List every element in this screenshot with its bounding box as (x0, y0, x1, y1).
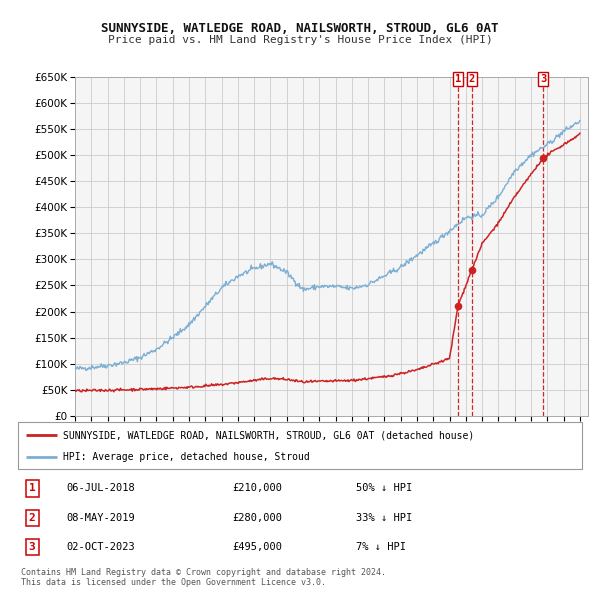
Text: 02-OCT-2023: 02-OCT-2023 (66, 542, 134, 552)
Text: 2: 2 (469, 74, 475, 84)
Text: £280,000: £280,000 (232, 513, 283, 523)
Text: 2: 2 (29, 513, 35, 523)
Text: 33% ↓ HPI: 33% ↓ HPI (356, 513, 413, 523)
FancyBboxPatch shape (18, 422, 582, 469)
Text: 1: 1 (29, 483, 35, 493)
Text: 3: 3 (29, 542, 35, 552)
Text: £495,000: £495,000 (232, 542, 283, 552)
Text: SUNNYSIDE, WATLEDGE ROAD, NAILSWORTH, STROUD, GL6 0AT: SUNNYSIDE, WATLEDGE ROAD, NAILSWORTH, ST… (101, 22, 499, 35)
Text: HPI: Average price, detached house, Stroud: HPI: Average price, detached house, Stro… (63, 453, 310, 462)
Text: 7% ↓ HPI: 7% ↓ HPI (356, 542, 406, 552)
Text: 1: 1 (455, 74, 461, 84)
Text: Contains HM Land Registry data © Crown copyright and database right 2024.
This d: Contains HM Land Registry data © Crown c… (21, 568, 386, 587)
Text: Price paid vs. HM Land Registry's House Price Index (HPI): Price paid vs. HM Land Registry's House … (107, 35, 493, 45)
Text: 08-MAY-2019: 08-MAY-2019 (66, 513, 134, 523)
Text: 3: 3 (540, 74, 547, 84)
Text: 50% ↓ HPI: 50% ↓ HPI (356, 483, 413, 493)
Text: SUNNYSIDE, WATLEDGE ROAD, NAILSWORTH, STROUD, GL6 0AT (detached house): SUNNYSIDE, WATLEDGE ROAD, NAILSWORTH, ST… (63, 430, 475, 440)
Text: 06-JUL-2018: 06-JUL-2018 (66, 483, 134, 493)
Text: £210,000: £210,000 (232, 483, 283, 493)
